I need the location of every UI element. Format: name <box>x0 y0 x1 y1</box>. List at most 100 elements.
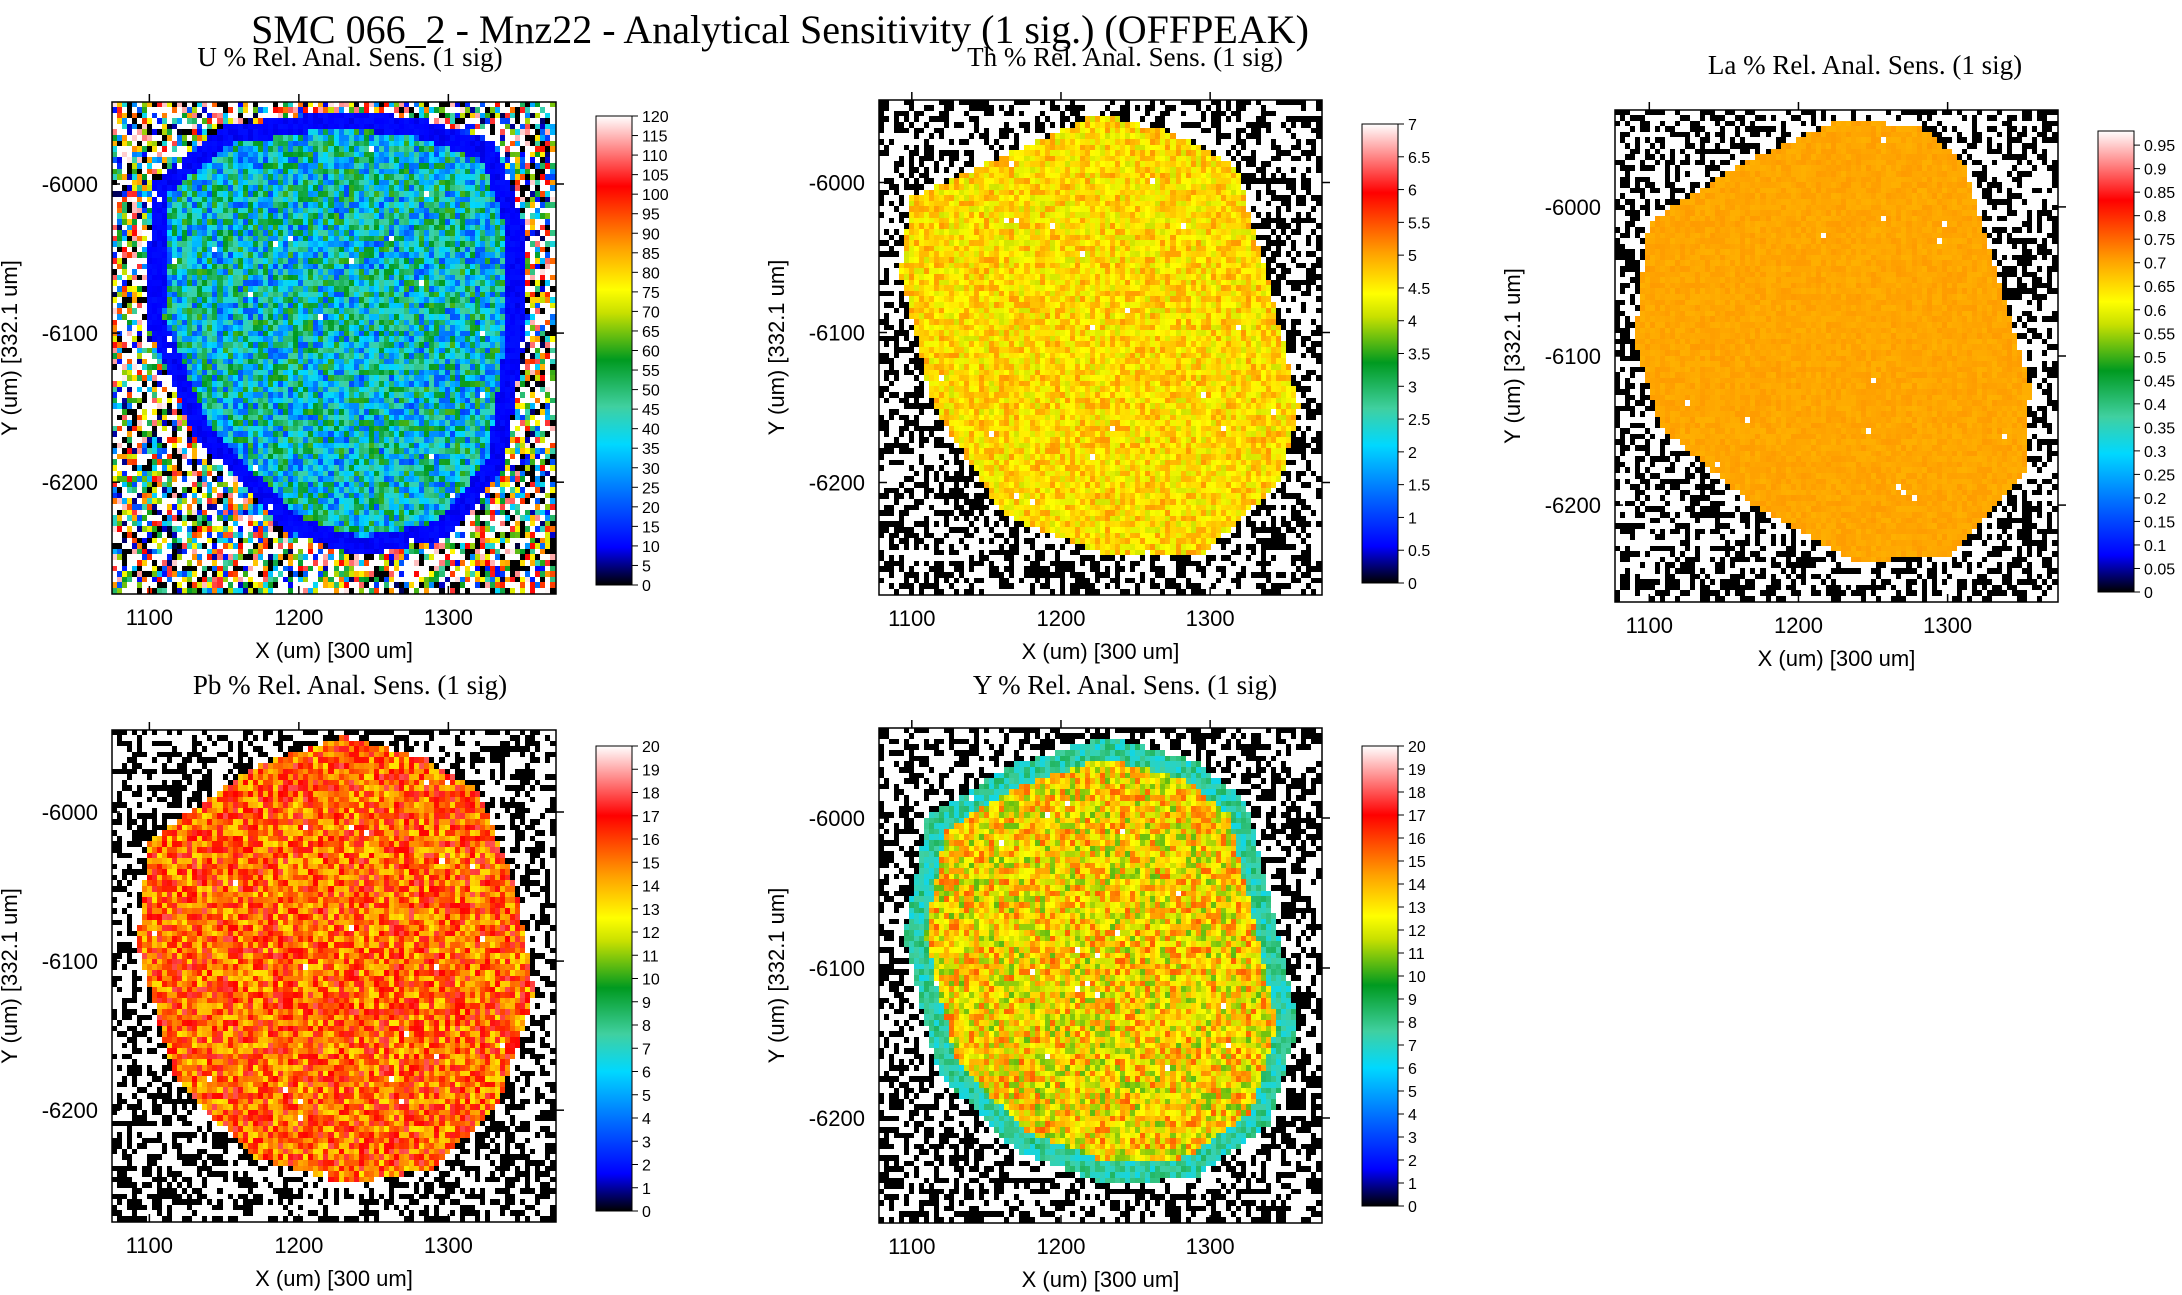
heatmap-cell <box>152 146 157 152</box>
heatmap-cell <box>389 157 394 163</box>
heatmap-cell <box>364 336 369 342</box>
heatmap-cell <box>152 292 157 297</box>
heatmap-cell <box>278 152 283 157</box>
heatmap-cell <box>243 308 248 314</box>
heatmap-cell <box>510 275 515 280</box>
heatmap-cell <box>465 403 470 409</box>
heatmap-cell <box>465 197 470 202</box>
heatmap-cell <box>490 241 495 247</box>
heatmap-cell <box>182 359 187 364</box>
heatmap-cell <box>334 146 339 152</box>
heatmap-cell <box>445 202 450 208</box>
heatmap-cell <box>233 387 238 392</box>
heatmap-cell <box>495 152 500 157</box>
heatmap-cell <box>288 135 293 141</box>
heatmap-cell <box>243 197 248 202</box>
heatmap-cell <box>293 174 298 180</box>
heatmap-cell <box>339 208 344 213</box>
heatmap-cell <box>238 152 243 157</box>
heatmap-cell <box>545 169 550 174</box>
heatmap-cell <box>127 141 132 146</box>
heatmap-cell <box>364 409 369 415</box>
heatmap-cell <box>490 124 495 129</box>
heatmap-cell <box>434 219 439 225</box>
heatmap-cell <box>313 387 318 392</box>
heatmap-cell <box>490 269 495 275</box>
heatmap-cell <box>445 409 450 415</box>
heatmap-cell <box>339 174 344 180</box>
heatmap-cell <box>132 169 137 174</box>
heatmap-cell <box>137 163 142 169</box>
heatmap-cell <box>212 135 217 141</box>
heatmap-cell <box>157 264 162 269</box>
heatmap-cell <box>424 320 429 325</box>
heatmap-cell <box>122 264 127 269</box>
heatmap-cell <box>520 252 525 258</box>
heatmap-cell <box>207 387 212 392</box>
heatmap-cell <box>268 409 273 415</box>
heatmap-cell <box>339 146 344 152</box>
heatmap-cell <box>137 157 142 163</box>
heatmap-cell <box>525 197 530 202</box>
heatmap-cell <box>258 135 263 141</box>
heatmap-cell <box>182 219 187 225</box>
heatmap-cell <box>167 236 172 241</box>
heatmap-cell <box>328 180 334 185</box>
heatmap-cell <box>152 185 157 191</box>
heatmap-cell <box>439 415 445 420</box>
heatmap-cell <box>460 348 465 353</box>
heatmap-cell <box>323 141 328 146</box>
heatmap-cell <box>414 331 419 336</box>
heatmap-cell <box>207 247 212 252</box>
heatmap-cell <box>384 107 389 113</box>
heatmap-cell <box>303 359 308 364</box>
heatmap-cell <box>263 275 268 280</box>
heatmap-cell <box>187 208 192 213</box>
heatmap-cell <box>359 113 364 118</box>
heatmap-cell <box>228 129 233 135</box>
heatmap-cell <box>394 336 399 342</box>
heatmap-cell <box>313 264 318 269</box>
heatmap-cell <box>460 292 465 297</box>
heatmap-cell <box>132 113 137 118</box>
heatmap-cell <box>238 280 243 286</box>
heatmap-cell <box>212 387 217 392</box>
heatmap-cell <box>258 163 263 169</box>
heatmap-cell <box>273 353 278 359</box>
heatmap-cell <box>147 297 152 303</box>
heatmap-cell <box>424 359 429 364</box>
heatmap-cell <box>278 169 283 174</box>
heatmap-cell <box>127 286 132 292</box>
heatmap-cell <box>424 381 429 387</box>
heatmap-cell <box>263 213 268 219</box>
heatmap-cell <box>217 107 223 113</box>
heatmap-cell <box>303 169 308 174</box>
heatmap-cell <box>298 359 303 364</box>
heatmap-cell <box>460 113 465 118</box>
heatmap-cell <box>248 348 253 353</box>
heatmap-cell <box>117 225 122 230</box>
heatmap-cell <box>192 141 197 146</box>
heatmap-cell <box>137 252 142 258</box>
heatmap-cell <box>217 225 223 230</box>
heatmap-cell <box>339 308 344 314</box>
heatmap-cell <box>450 303 455 308</box>
heatmap-cell <box>253 342 258 348</box>
heatmap-cell <box>389 202 394 208</box>
heatmap-cell <box>530 185 535 191</box>
heatmap-cell <box>495 303 500 308</box>
heatmap-cell <box>253 157 258 163</box>
heatmap-cell <box>117 174 122 180</box>
heatmap-cell <box>212 252 217 258</box>
heatmap-cell <box>147 375 152 381</box>
heatmap-cell <box>369 297 374 303</box>
heatmap-cell <box>263 297 268 303</box>
heatmap-cell <box>187 174 192 180</box>
heatmap-cell <box>394 297 399 303</box>
heatmap-cell <box>419 353 424 359</box>
heatmap-cell <box>238 225 243 230</box>
heatmap-cell <box>253 124 258 129</box>
heatmap-cell <box>233 314 238 320</box>
heatmap-cell <box>223 375 228 381</box>
heatmap-cell <box>475 113 480 118</box>
